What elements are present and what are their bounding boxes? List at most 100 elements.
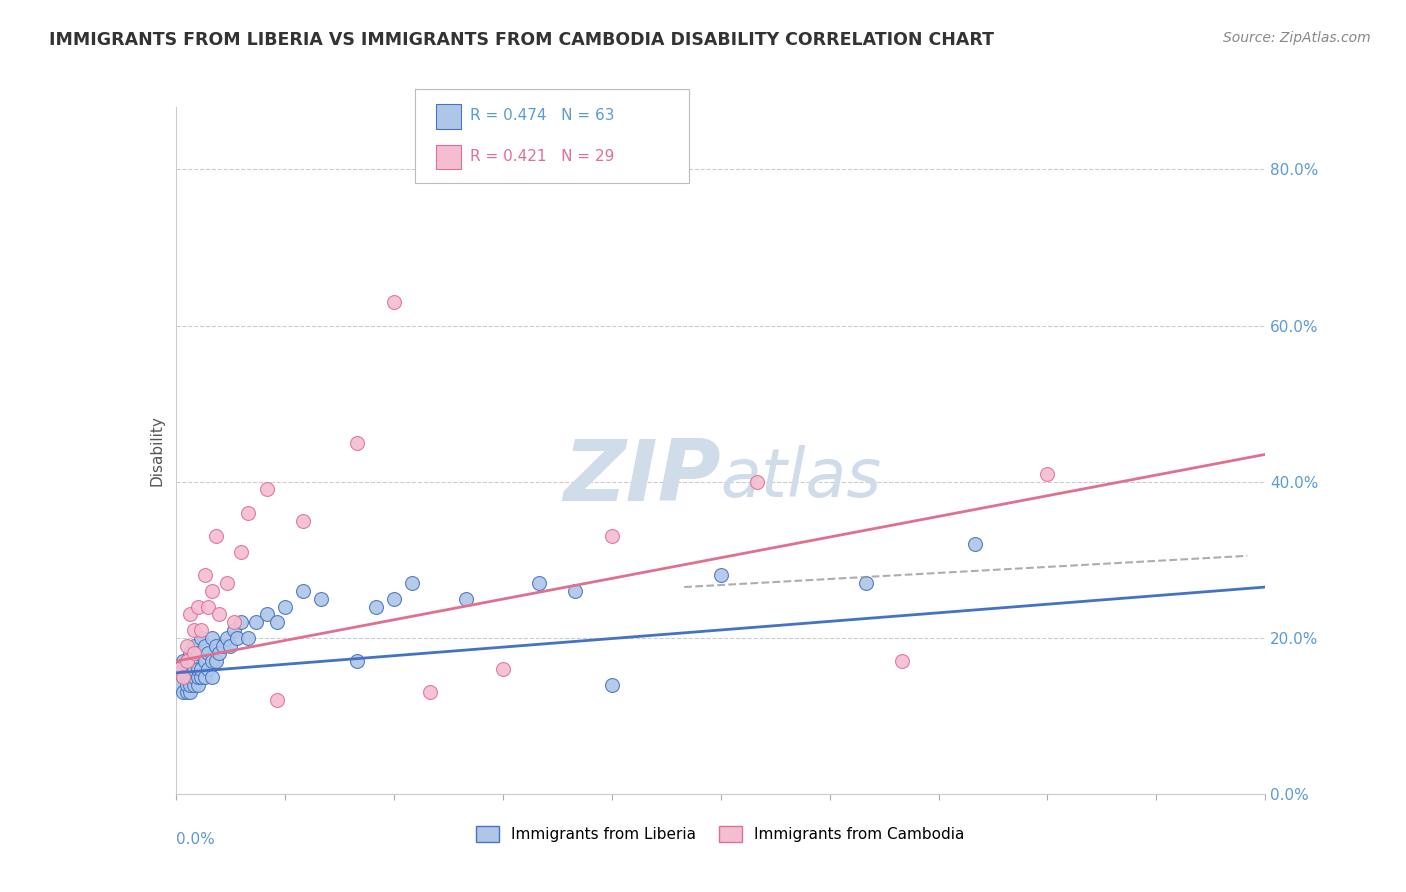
Point — [183, 639, 205, 653]
Point — [231, 545, 253, 559]
Point — [197, 646, 219, 660]
Point — [201, 631, 224, 645]
Point — [219, 639, 242, 653]
Point — [201, 654, 224, 668]
Point — [186, 646, 209, 660]
Point — [179, 685, 201, 699]
Point — [172, 685, 194, 699]
Point — [346, 435, 368, 450]
Point — [208, 646, 231, 660]
Point — [382, 295, 405, 310]
Point — [231, 615, 253, 630]
Point — [382, 591, 405, 606]
Point — [186, 678, 209, 692]
Point — [256, 483, 278, 497]
Text: Source: ZipAtlas.com: Source: ZipAtlas.com — [1223, 31, 1371, 45]
Point — [222, 615, 245, 630]
Point — [172, 670, 194, 684]
Point — [179, 607, 201, 622]
Point — [564, 583, 586, 598]
Point — [201, 583, 224, 598]
Point — [169, 662, 191, 676]
Point — [183, 654, 205, 668]
Point — [176, 670, 198, 684]
Point — [176, 685, 198, 699]
Point — [197, 662, 219, 676]
Point — [204, 654, 226, 668]
Point — [266, 693, 288, 707]
Point — [891, 654, 914, 668]
Point — [186, 599, 209, 614]
Point — [194, 670, 217, 684]
Y-axis label: Disability: Disability — [149, 415, 165, 486]
Point — [309, 591, 332, 606]
Point — [346, 654, 368, 668]
Point — [456, 591, 478, 606]
Point — [194, 654, 217, 668]
Point — [179, 678, 201, 692]
Point — [176, 639, 198, 653]
Point — [172, 654, 194, 668]
Point — [190, 631, 212, 645]
Point — [291, 514, 314, 528]
Point — [197, 599, 219, 614]
Point — [169, 678, 191, 692]
Point — [492, 662, 515, 676]
Point — [222, 623, 245, 637]
Point — [274, 599, 297, 614]
Point — [201, 670, 224, 684]
Point — [190, 662, 212, 676]
Point — [179, 670, 201, 684]
Point — [179, 662, 201, 676]
Point — [291, 583, 314, 598]
Point — [204, 639, 226, 653]
Point — [855, 576, 877, 591]
Point — [238, 631, 260, 645]
Point — [419, 685, 441, 699]
Point — [245, 615, 267, 630]
Point — [176, 654, 198, 668]
Point — [176, 662, 198, 676]
Point — [190, 670, 212, 684]
Text: R = 0.421   N = 29: R = 0.421 N = 29 — [470, 149, 614, 163]
Point — [212, 639, 235, 653]
Point — [183, 678, 205, 692]
Legend: Immigrants from Liberia, Immigrants from Cambodia: Immigrants from Liberia, Immigrants from… — [470, 820, 972, 848]
Text: R = 0.474   N = 63: R = 0.474 N = 63 — [470, 109, 614, 123]
Point — [183, 646, 205, 660]
Point — [194, 568, 217, 582]
Point — [226, 631, 249, 645]
Point — [266, 615, 288, 630]
Point — [600, 529, 623, 543]
Point — [215, 631, 238, 645]
Point — [186, 670, 209, 684]
Point — [176, 654, 198, 668]
Text: atlas: atlas — [721, 445, 882, 511]
Point — [364, 599, 387, 614]
Point — [208, 607, 231, 622]
Point — [963, 537, 986, 551]
Point — [194, 639, 217, 653]
Point — [183, 662, 205, 676]
Point — [204, 529, 226, 543]
Point — [183, 623, 205, 637]
Point — [745, 475, 768, 489]
Point — [186, 662, 209, 676]
Point — [710, 568, 733, 582]
Point — [169, 662, 191, 676]
Point — [176, 678, 198, 692]
Point — [1036, 467, 1059, 481]
Point — [401, 576, 423, 591]
Point — [238, 506, 260, 520]
Point — [183, 670, 205, 684]
Point — [190, 623, 212, 637]
Point — [600, 678, 623, 692]
Point — [215, 576, 238, 591]
Text: 0.0%: 0.0% — [176, 831, 215, 847]
Point — [172, 670, 194, 684]
Point — [179, 646, 201, 660]
Point — [527, 576, 550, 591]
Text: IMMIGRANTS FROM LIBERIA VS IMMIGRANTS FROM CAMBODIA DISABILITY CORRELATION CHART: IMMIGRANTS FROM LIBERIA VS IMMIGRANTS FR… — [49, 31, 994, 49]
Point — [172, 662, 194, 676]
Text: ZIP: ZIP — [562, 436, 721, 519]
